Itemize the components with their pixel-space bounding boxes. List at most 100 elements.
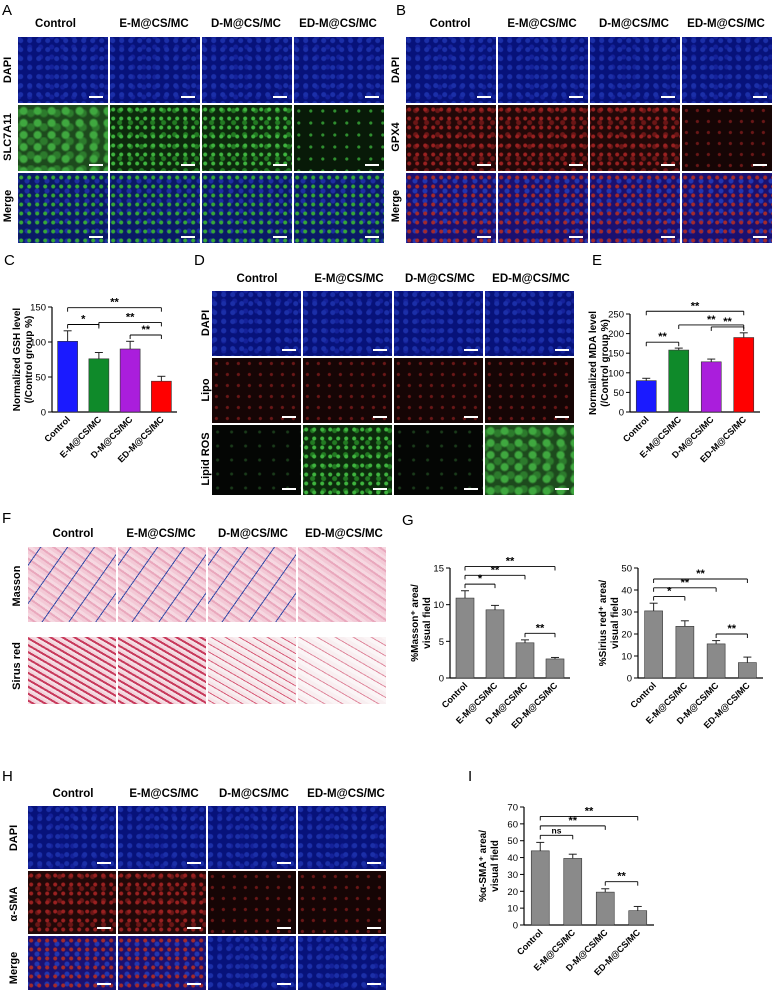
bar: [700, 361, 722, 413]
y-tick-label: 10: [621, 652, 632, 663]
micrograph-tile: [110, 105, 200, 171]
bar: [485, 609, 505, 679]
micrograph-tile: [110, 173, 200, 243]
micrograph-tile: [28, 806, 116, 869]
histology-tile: [208, 637, 296, 704]
y-tick-label: 0: [513, 921, 518, 932]
micrograph-tile: [118, 806, 206, 869]
col-header: ED-M@CS/MC: [687, 18, 765, 30]
y-tick-label: 50: [507, 836, 518, 847]
row-label: DAPI: [2, 56, 14, 84]
micrograph-tile: [498, 37, 588, 103]
row-label: Sirus red: [11, 642, 23, 690]
category-label: Control: [42, 414, 72, 444]
y-tick-label: 10: [433, 600, 444, 611]
y-tick-label: 20: [507, 887, 518, 898]
panel-label-c: C: [4, 252, 15, 269]
bar: [515, 642, 535, 679]
micrograph-tile: [212, 358, 301, 423]
y-tick-label: 150: [608, 349, 624, 360]
significance-label: **: [691, 300, 700, 312]
bar: [675, 626, 695, 679]
significance-label: **: [658, 331, 667, 343]
micrograph-tile: [406, 105, 496, 171]
y-tick-label: 60: [507, 819, 518, 830]
col-header: ED-M@CS/MC: [299, 18, 377, 30]
col-header: E-M@CS/MC: [119, 18, 189, 30]
row-label: DAPI: [200, 309, 212, 337]
panel-label-b: B: [396, 2, 407, 19]
micrograph-tile: [18, 37, 108, 103]
significance-label: *: [478, 573, 483, 585]
significance-label: ns: [552, 825, 562, 835]
col-header: D-M@CS/MC: [219, 788, 289, 800]
y-axis-label: %α-SMA⁺ area/visual field: [478, 830, 501, 902]
micrograph-tile: [202, 105, 292, 171]
col-header: E-M@CS/MC: [129, 788, 199, 800]
bar: [628, 910, 648, 926]
y-tick-label: 0: [619, 408, 624, 419]
significance-label: **: [585, 805, 594, 817]
y-tick-label: 100: [30, 338, 46, 349]
bar: [668, 349, 690, 413]
micrograph-tile: [202, 37, 292, 103]
y-tick-label: 150: [30, 303, 46, 314]
col-header: Control: [35, 18, 76, 30]
significance-label: *: [81, 314, 86, 326]
panel-label-d: D: [194, 252, 205, 269]
category-label: Control: [621, 414, 651, 444]
significance-label: **: [568, 815, 577, 827]
col-header: E-M@CS/MC: [507, 18, 577, 30]
y-tick-label: 200: [608, 329, 624, 340]
significance-label: **: [536, 622, 545, 634]
micrograph-tile: [208, 936, 296, 990]
significance-label: **: [696, 568, 705, 580]
histology-tile: [298, 637, 386, 704]
micrograph-tile: [485, 425, 574, 495]
significance-label: *: [667, 586, 672, 598]
micrograph-tile: [28, 871, 116, 934]
micrograph-tile: [394, 291, 483, 356]
y-tick-label: 20: [621, 630, 632, 641]
bar: [530, 850, 550, 926]
micrograph-tile: [394, 358, 483, 423]
bar: [595, 891, 615, 926]
bar: [635, 380, 657, 413]
significance-label: **: [506, 556, 515, 568]
col-header: D-M@CS/MC: [218, 528, 288, 540]
bar: [545, 658, 565, 679]
bar: [706, 643, 726, 679]
significance-label: **: [681, 577, 690, 589]
micrograph-tile: [498, 173, 588, 243]
col-header: ED-M@CS/MC: [492, 273, 570, 285]
micrograph-tile: [590, 37, 680, 103]
y-tick-label: 0: [41, 408, 46, 419]
micrograph-tile: [18, 105, 108, 171]
histology-tile: [118, 547, 206, 622]
col-header: Control: [236, 273, 278, 285]
row-label: SLC7A11: [2, 113, 14, 161]
panel-label-h: H: [2, 768, 13, 785]
bar: [88, 358, 110, 413]
y-tick-label: 30: [621, 608, 632, 619]
y-tick-label: 10: [507, 904, 518, 915]
col-header: ED-M@CS/MC: [305, 528, 383, 540]
micrograph-tile: [498, 105, 588, 171]
bar: [57, 341, 78, 413]
y-tick-label: 70: [507, 803, 518, 814]
significance-label: **: [707, 314, 716, 326]
category-label: Control: [440, 680, 470, 710]
micrograph-tile: [303, 358, 392, 423]
micrograph-tile: [294, 173, 384, 243]
category-label: Control: [515, 927, 545, 957]
micrograph-tile: [208, 871, 296, 934]
bar: [455, 597, 475, 679]
col-header: Control: [52, 788, 94, 800]
significance-label: **: [110, 297, 119, 309]
micrograph-tile: [303, 291, 392, 356]
bar: [119, 348, 141, 413]
micrograph-tile: [110, 37, 200, 103]
micrograph-tile: [294, 105, 384, 171]
panel-label-g: G: [402, 512, 414, 529]
